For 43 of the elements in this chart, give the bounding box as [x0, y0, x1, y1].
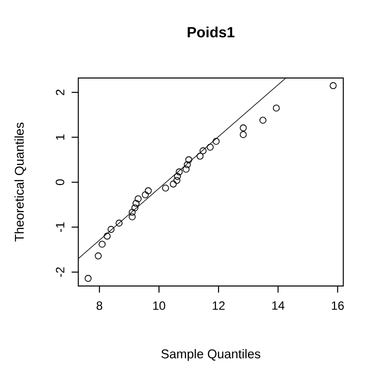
x-tick-label: 12 — [212, 301, 225, 310]
x-axis-title: Sample Quantiles — [161, 349, 260, 361]
point — [134, 195, 142, 202]
point — [176, 168, 183, 176]
point — [330, 82, 337, 90]
x-tick-label: 10 — [153, 301, 166, 310]
y-tick-label: 2 — [56, 90, 64, 96]
point — [128, 213, 136, 220]
point — [84, 274, 92, 282]
point — [196, 152, 204, 160]
point — [162, 184, 170, 192]
x-tick-label: 14 — [272, 301, 284, 310]
y-tick-label: 1 — [56, 134, 64, 140]
point — [240, 131, 247, 138]
y-tick-label: -1 — [56, 222, 64, 232]
point — [182, 166, 190, 173]
point — [170, 180, 177, 188]
y-tick-label: -2 — [56, 267, 64, 277]
point — [104, 232, 111, 240]
y-tick-label: 0 — [56, 179, 64, 186]
point — [128, 208, 136, 216]
x-tick-label: 16 — [332, 301, 344, 310]
point — [185, 156, 192, 164]
chart-title: Poids1 — [188, 26, 234, 38]
point — [131, 204, 138, 212]
point — [132, 200, 140, 207]
point — [200, 147, 207, 154]
x-tick-label: 8 — [96, 301, 102, 310]
point — [108, 226, 115, 233]
point — [94, 252, 102, 260]
point — [212, 138, 220, 145]
point — [173, 176, 180, 184]
point — [206, 144, 214, 151]
point — [184, 161, 191, 168]
point — [142, 191, 149, 198]
point — [259, 116, 266, 124]
point — [174, 172, 181, 180]
point — [272, 104, 280, 112]
point — [240, 124, 247, 132]
y-axis-title: Theoretical Quantiles — [14, 122, 26, 242]
point — [144, 187, 152, 194]
point — [116, 220, 123, 227]
point — [98, 240, 106, 248]
